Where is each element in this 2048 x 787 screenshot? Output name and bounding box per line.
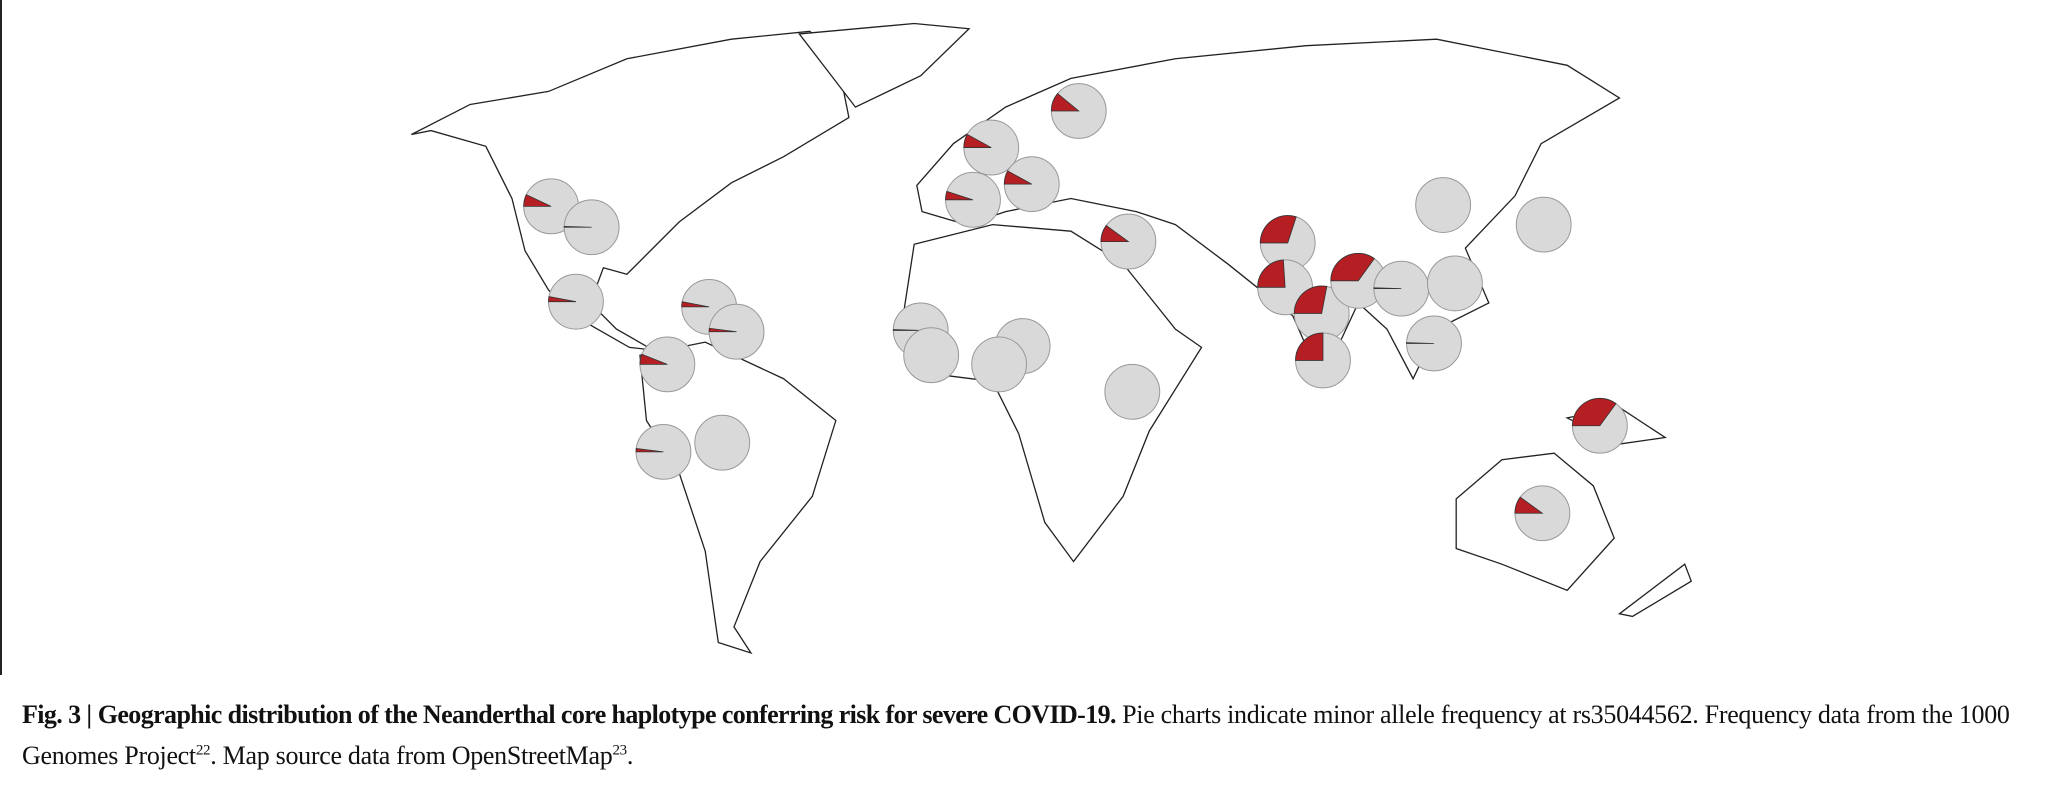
pie-wedge [945,190,974,201]
caption-label: Fig. 3 | [22,700,92,729]
pie-background [1426,255,1483,312]
pie-background [694,414,751,471]
pie-wedge [639,353,668,365]
margin-rule [0,0,2,675]
pie-layer [523,83,1628,542]
north-america [411,30,850,351]
pie-wedge [1406,342,1435,344]
pie-wedge [1293,285,1328,314]
reference: 22 [195,742,211,759]
pie-background [903,327,960,384]
pie-wedge [1295,332,1324,361]
pie-wedge [963,133,992,148]
pie-wedge [1330,252,1375,282]
pie-wedge [1257,259,1286,288]
reference: 23 [612,742,627,759]
pie-wedge [1373,287,1402,290]
pie-wedge [1572,397,1617,427]
pie-wedge [635,447,664,453]
pie-wedge [1050,92,1080,112]
pie-wedge [1514,496,1544,514]
pie-background [971,336,1028,393]
continents [411,22,1693,655]
new-zealand [1617,563,1693,618]
caption: Fig. 3 | Geographic distribution of the … [22,694,2037,776]
world-map [411,22,1693,655]
caption-title: Geographic distribution of the Neanderth… [97,700,1117,729]
pie-wedge [708,327,737,333]
africa [900,223,1203,563]
pie-wedge [548,296,577,303]
pie-background [1415,177,1472,233]
pie-background [1104,363,1161,420]
greenland [798,22,971,108]
caption-text: . Map source data from OpenStreetMap [210,741,613,770]
caption-text: Pie charts indicate minor allele frequen… [22,700,2010,770]
pie-wedge [563,225,592,228]
pie-wedge [1100,224,1130,243]
caption-text: . [626,741,634,770]
pie-wedge [892,329,921,331]
pie-wedge [1259,215,1297,244]
pie-wedge [681,301,710,308]
pie-wedge [523,194,552,207]
pie-wedge [1003,170,1032,185]
pie-background [1515,196,1572,253]
